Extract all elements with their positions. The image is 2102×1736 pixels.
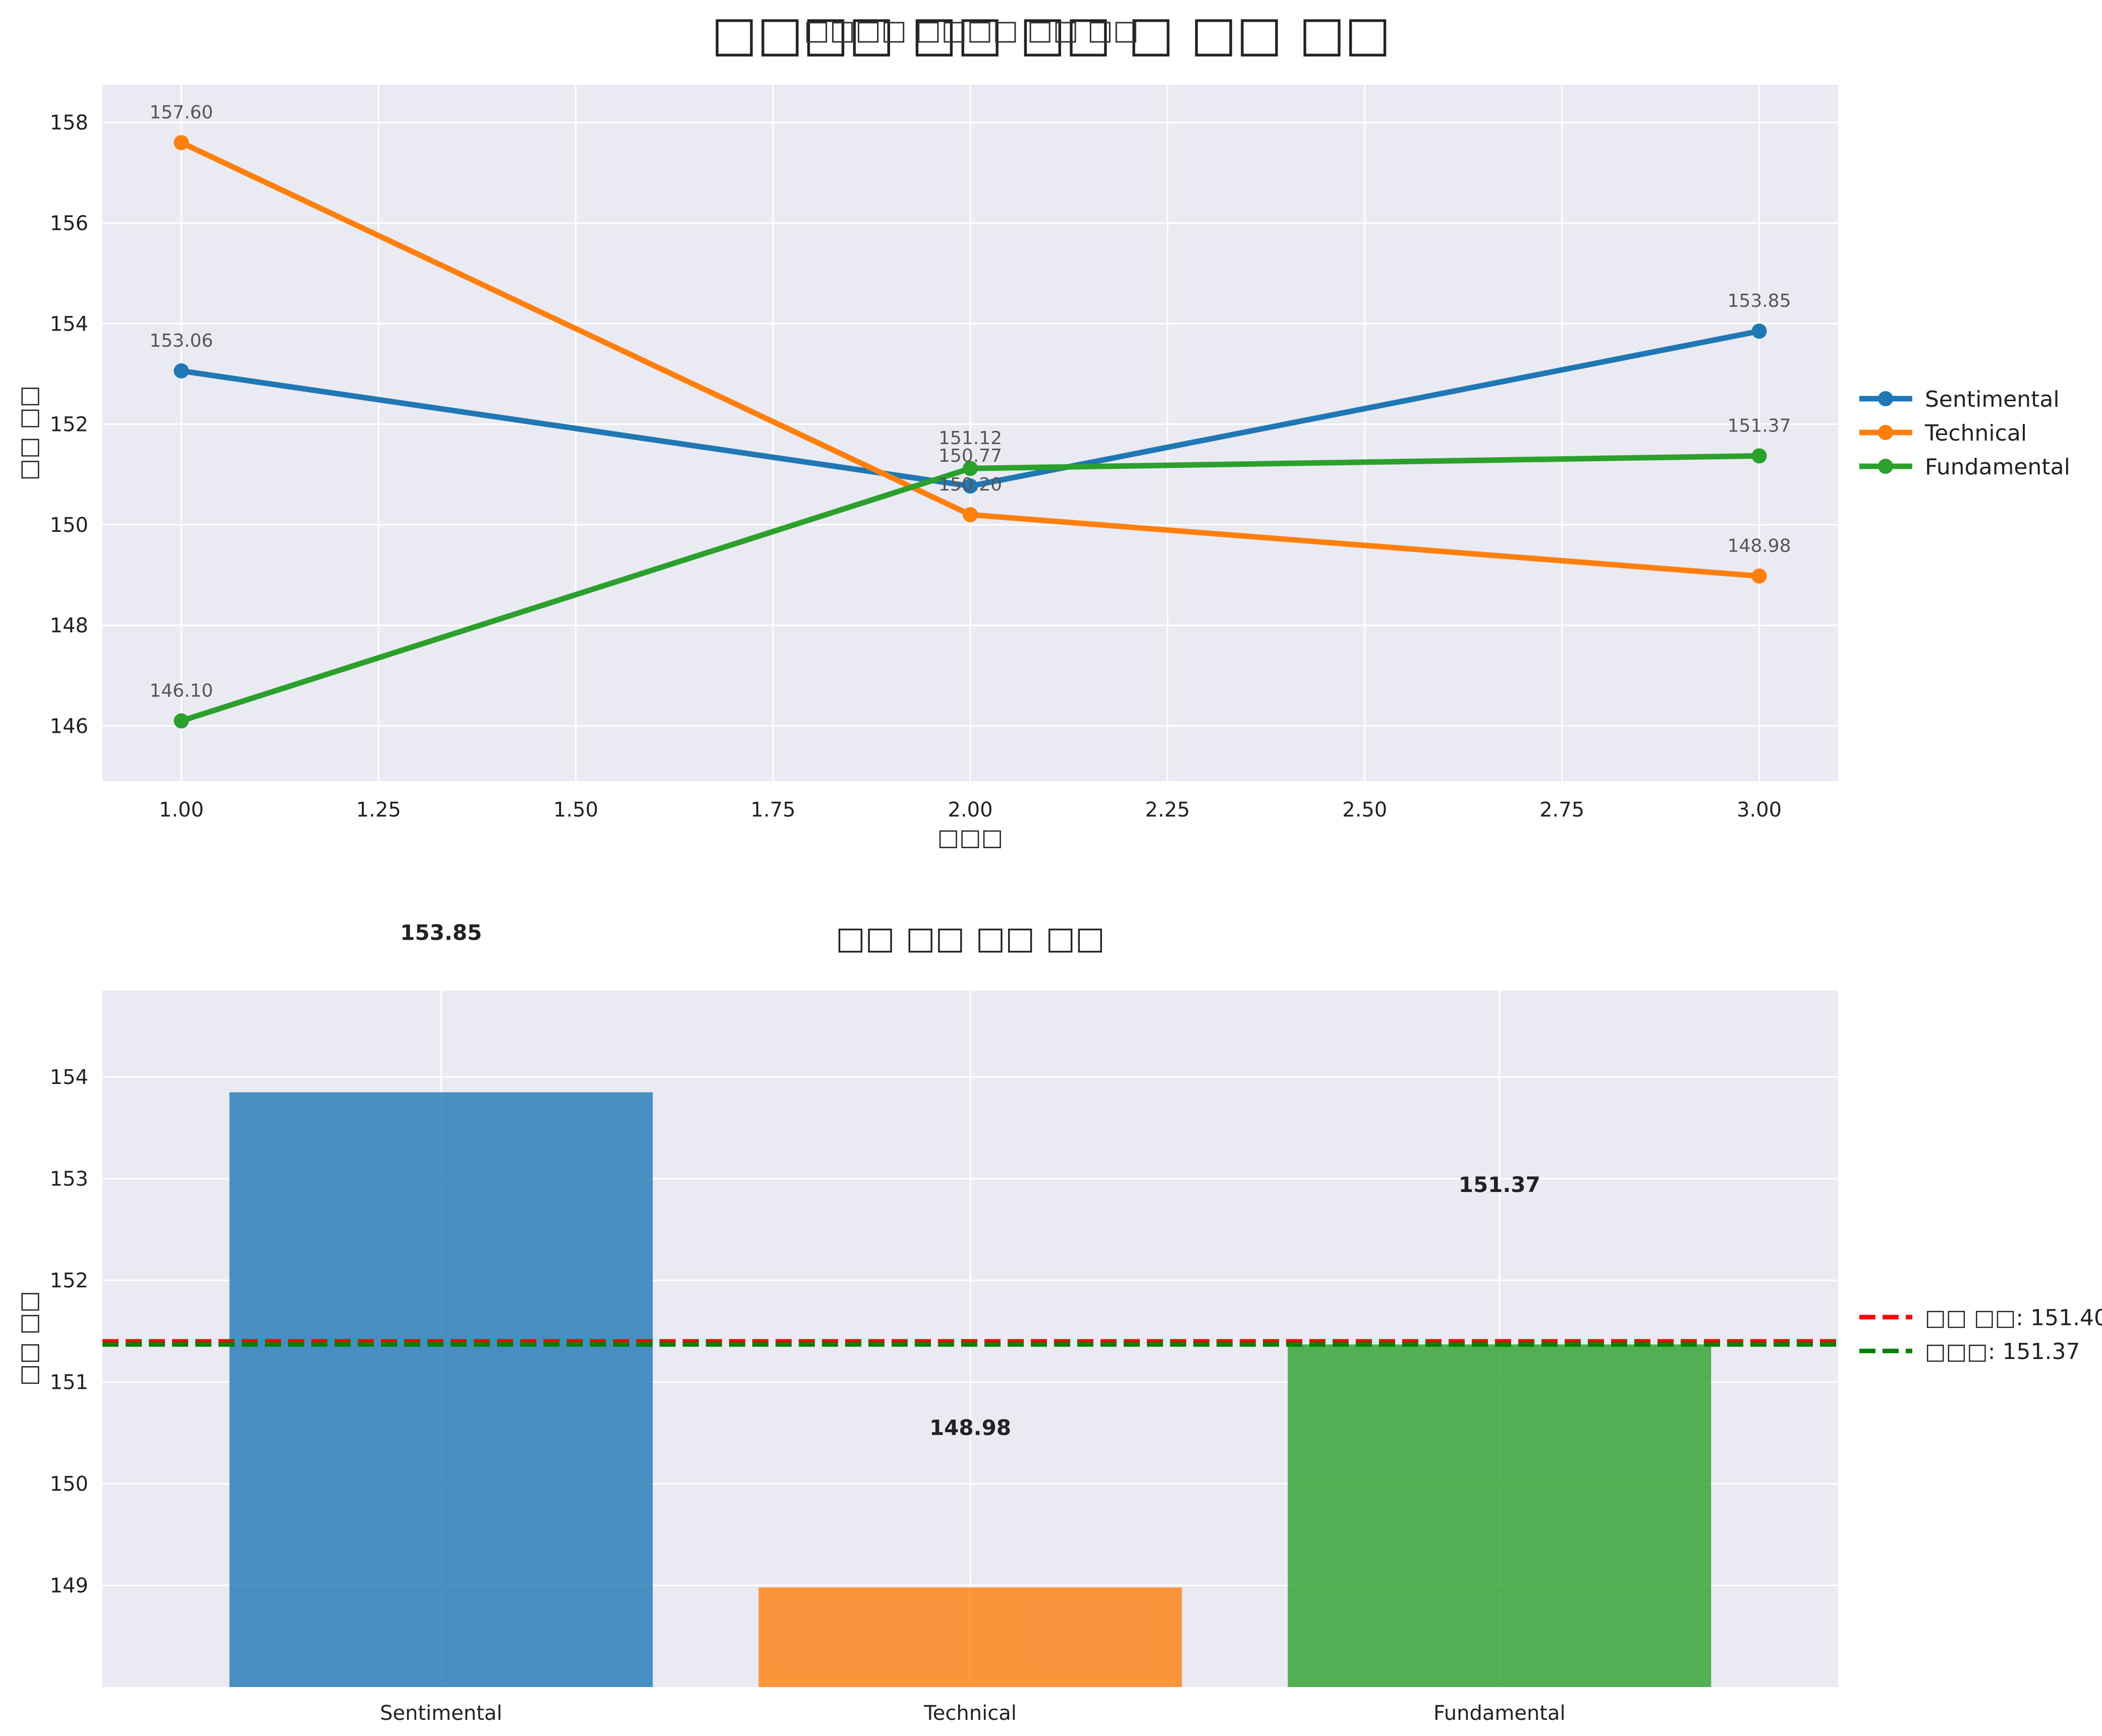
line-x-tick-label: 2.50 xyxy=(1342,798,1387,822)
bar-chart-title: □□ □□ □□ □□ xyxy=(836,919,1104,956)
data-label: 150.20 xyxy=(938,474,1002,495)
data-label: 148.98 xyxy=(1728,535,1791,556)
bar-x-tick-label: Sentimental xyxy=(380,1702,502,1725)
line-x-ticks: 1.00 1.25 1.50 1.75 2.00 2.25 2.50 2.75 3.00 xyxy=(159,798,1782,822)
data-point-technical xyxy=(174,135,189,150)
bar-technical xyxy=(758,1587,1182,1687)
figure-title: □□□□ □□ □□ □ □□ □□ xyxy=(711,6,1391,62)
bar-x-tick-label: Technical xyxy=(923,1702,1017,1725)
line-y-axis-label: □□ □□ xyxy=(15,386,42,480)
line-grid xyxy=(102,85,1838,781)
data-point-fundamental xyxy=(963,461,978,476)
bar-y-tick-label: 152 xyxy=(50,1269,88,1292)
line-x-tick-label: 2.25 xyxy=(1145,798,1190,822)
bar-value-labels: 153.85 148.98 151.37 xyxy=(400,920,1540,1440)
line-x-tick-label: 2.00 xyxy=(948,798,992,822)
data-label: 150.77 xyxy=(938,446,1002,466)
line-x-tick-label: 3.00 xyxy=(1737,798,1782,822)
line-series-group xyxy=(174,135,1767,729)
line-y-tick-label: 156 xyxy=(50,212,88,235)
data-label: 153.85 xyxy=(1728,291,1791,311)
bar-chart: □□ □□ □□ □□ 149 150 151 152 153 154 Sentiment… xyxy=(15,919,2102,1725)
bar-bars xyxy=(229,1092,1711,1687)
legend-label-fundamental: Fundamental xyxy=(1925,454,2070,480)
data-point-technical xyxy=(1751,568,1767,584)
line-x-tick-label: 1.25 xyxy=(356,798,401,822)
legend-label-technical: Technical xyxy=(1924,420,2027,446)
legend-label-sentimental: Sentimental xyxy=(1925,387,2060,412)
data-point-sentimental xyxy=(1751,323,1767,339)
figure-subtitle: □□□□ □□□□ □□ □□ xyxy=(804,14,1139,46)
line-x-tick-label: 1.75 xyxy=(751,798,796,822)
data-label: 151.37 xyxy=(1728,415,1791,436)
line-y-ticks: 146 148 150 152 154 156 158 xyxy=(50,112,88,738)
data-point-fundamental xyxy=(174,713,189,729)
legend-label-reference: □□ □□: 151.40 xyxy=(1925,1305,2102,1331)
line-data-labels: 153.06 150.77 153.85 157.60 150.20 148.98 146.… xyxy=(149,102,1791,701)
data-point-technical xyxy=(963,507,978,522)
line-x-tick-label: 1.00 xyxy=(159,798,204,822)
bar-value-label: 153.85 xyxy=(400,920,482,945)
line-y-tick-label: 146 xyxy=(50,715,88,738)
legend-marker-sentimental xyxy=(1878,391,1893,406)
line-x-axis-label: □□□ xyxy=(937,824,1003,851)
bar-y-ticks: 149 150 151 152 153 154 xyxy=(50,1066,88,1597)
bar-y-axis-label: □□ □□ xyxy=(15,1291,42,1386)
bar-fundamental xyxy=(1288,1344,1711,1687)
line-y-tick-label: 152 xyxy=(50,413,88,437)
data-label: 157.60 xyxy=(149,102,213,123)
bar-y-tick-label: 150 xyxy=(50,1473,88,1496)
bar-reference-lines xyxy=(102,1339,1838,1347)
bar-y-tick-label: 154 xyxy=(50,1066,88,1089)
legend-marker-technical xyxy=(1878,425,1893,440)
bar-y-tick-label: 149 xyxy=(50,1575,88,1598)
line-y-tick-label: 158 xyxy=(50,112,88,135)
data-label: 153.06 xyxy=(149,331,213,351)
bar-sentimental xyxy=(229,1092,653,1687)
line-y-tick-label: 148 xyxy=(50,614,88,637)
bar-y-tick-label: 153 xyxy=(50,1168,88,1191)
bar-x-ticks: Sentimental Technical Fundamental xyxy=(380,1702,1566,1725)
line-x-tick-label: 1.50 xyxy=(554,798,598,822)
line-y-tick-label: 150 xyxy=(50,514,88,537)
line-x-tick-label: 2.75 xyxy=(1539,798,1584,822)
bar-legend: □□ □□: 151.40 □□□: 151.37 xyxy=(1859,1305,2102,1365)
legend-label-reference: □□□: 151.37 xyxy=(1925,1339,2080,1365)
data-point-sentimental xyxy=(963,478,978,494)
bar-value-label: 151.37 xyxy=(1459,1172,1540,1197)
data-point-sentimental xyxy=(174,363,189,378)
bar-x-tick-label: Fundamental xyxy=(1433,1702,1566,1725)
bar-y-tick-label: 151 xyxy=(50,1371,88,1394)
line-chart: 1.00 1.25 1.50 1.75 2.00 2.25 2.50 2.75 3.00 146… xyxy=(15,85,2070,851)
legend-marker-fundamental xyxy=(1878,459,1893,474)
line-legend: Sentimental Technical Fundamental xyxy=(1859,387,2070,480)
data-point-fundamental xyxy=(1751,448,1767,464)
data-label: 151.12 xyxy=(938,428,1002,449)
data-label: 146.10 xyxy=(149,680,213,701)
line-y-tick-label: 154 xyxy=(50,312,88,336)
bar-value-label: 148.98 xyxy=(929,1415,1011,1440)
